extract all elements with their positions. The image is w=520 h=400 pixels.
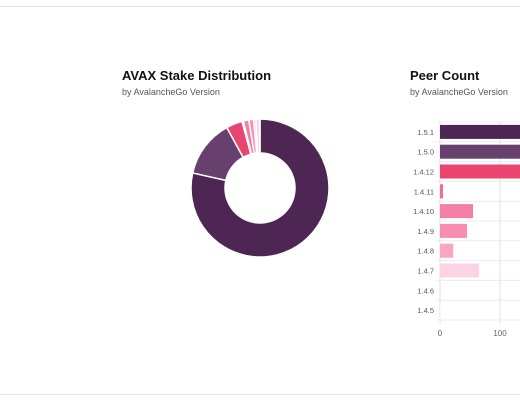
stake-chart-subtitle: by AvalancheGo Version (122, 87, 220, 97)
bar-1-4-12[interactable] (440, 164, 520, 179)
bar-1-4-5[interactable] (440, 303, 441, 318)
y-tick-label: 1.4.5 (417, 306, 434, 315)
y-tick-label: 1.4.8 (417, 247, 434, 256)
x-tick-label: 0 (438, 329, 443, 338)
bar-1-4-11[interactable] (440, 184, 443, 199)
bottom-divider (0, 394, 520, 395)
bar-1-4-7[interactable] (440, 263, 479, 278)
peer-bar-chart: 01002001.5.11.5.01.4.121.4.111.4.101.4.9… (413, 121, 520, 338)
bar-1-4-6[interactable] (440, 283, 442, 298)
y-tick-label: 1.4.7 (417, 267, 434, 276)
x-tick-label: 100 (493, 329, 507, 338)
bar-1-5-1[interactable] (440, 124, 520, 139)
stake-donut-chart (190, 118, 330, 258)
bar-1-4-9[interactable] (440, 223, 467, 238)
bar-1-4-10[interactable] (440, 204, 473, 219)
peer-chart-title: Peer Count (410, 68, 480, 83)
y-tick-label: 1.4.9 (417, 227, 434, 236)
peer-chart-subtitle: by AvalancheGo Version (410, 87, 508, 97)
y-tick-label: 1.4.10 (413, 207, 434, 216)
bar-1-4-8[interactable] (440, 243, 454, 258)
y-tick-label: 1.4.11 (414, 187, 434, 196)
top-divider (0, 6, 520, 7)
bar-1-5-0[interactable] (440, 144, 520, 159)
donut-slice-1-5-1[interactable] (190, 118, 330, 258)
y-tick-label: 1.4.6 (417, 286, 434, 295)
stake-chart-title: AVAX Stake Distribution (122, 68, 272, 83)
y-tick-label: 1.5.1 (417, 128, 434, 137)
y-tick-label: 1.4.12 (413, 168, 434, 177)
y-tick-label: 1.5.0 (417, 148, 434, 157)
